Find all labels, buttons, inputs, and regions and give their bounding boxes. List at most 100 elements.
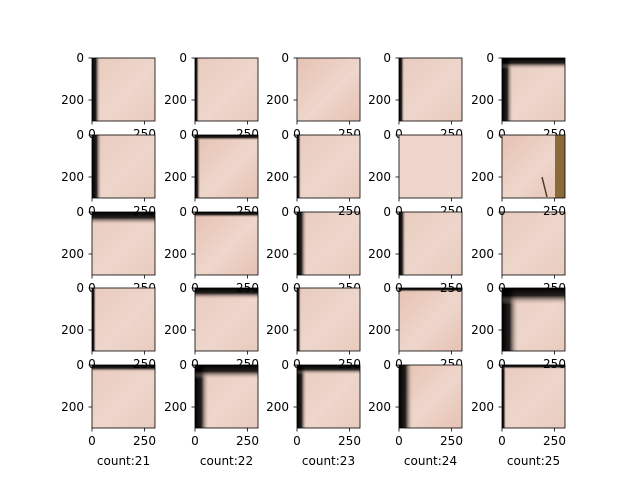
dark-border-left bbox=[297, 288, 360, 351]
y-tick-label: 200 bbox=[368, 400, 391, 414]
y-tick-label: 0 bbox=[486, 128, 494, 142]
tile-frame bbox=[398, 134, 463, 199]
dark-border-top bbox=[399, 288, 462, 351]
image-tile: 0 200 0 250 bbox=[471, 281, 566, 371]
x-tick-label: 0 bbox=[293, 357, 301, 371]
x-tick-label: 0 bbox=[191, 434, 199, 448]
dark-border-top bbox=[502, 288, 565, 351]
x-tick-label: 250 bbox=[338, 434, 361, 448]
dark-border-top bbox=[195, 288, 258, 351]
y-tick-label: 0 bbox=[179, 51, 187, 65]
y-tick-label: 0 bbox=[281, 358, 289, 372]
tiles-layer: 0 200 0 250 0 200 0 250 0 200 0 250 0 200 0 250 0 200 0 250… bbox=[61, 51, 566, 468]
x-tick-label: 0 bbox=[293, 127, 301, 141]
x-tick-label: 0 bbox=[88, 204, 96, 218]
y-tick-label: 200 bbox=[164, 247, 187, 261]
tile-frame bbox=[194, 211, 259, 276]
tile-frame bbox=[91, 211, 156, 276]
x-tick-label: 0 bbox=[395, 127, 403, 141]
y-tick-label: 0 bbox=[76, 281, 84, 295]
image-tile: 0 200 0 250 count:24 bbox=[368, 358, 463, 468]
image-tile: 0 200 0 250 count:23 bbox=[266, 358, 361, 468]
dark-border-left bbox=[399, 212, 462, 275]
y-tick-label: 200 bbox=[368, 170, 391, 184]
y-tick-label: 0 bbox=[76, 51, 84, 65]
tile-frame bbox=[398, 287, 463, 352]
x-tick-label: 250 bbox=[133, 357, 156, 371]
x-tick-label: 250 bbox=[236, 281, 259, 295]
x-tick-label: 250 bbox=[236, 434, 259, 448]
y-tick-label: 200 bbox=[471, 400, 494, 414]
tile-count-label: count:23 bbox=[302, 454, 355, 468]
tile-image bbox=[399, 135, 462, 198]
wooden-stick bbox=[555, 135, 565, 198]
y-tick-label: 0 bbox=[486, 358, 494, 372]
dark-border-left bbox=[195, 58, 258, 121]
tile-frame bbox=[296, 134, 361, 199]
image-tile: 0 200 0 250 bbox=[266, 205, 361, 295]
image-tile: 0 200 0 250 bbox=[368, 281, 463, 371]
x-tick-label: 0 bbox=[498, 204, 506, 218]
y-tick-label: 200 bbox=[266, 170, 289, 184]
dark-border-top bbox=[502, 58, 565, 121]
y-tick-label: 0 bbox=[179, 205, 187, 219]
dark-border-top bbox=[502, 365, 565, 428]
x-tick-label: 250 bbox=[338, 204, 361, 218]
y-tick-label: 200 bbox=[368, 323, 391, 337]
tile-count-label: count:24 bbox=[404, 454, 457, 468]
y-tick-label: 0 bbox=[76, 128, 84, 142]
y-tick-label: 0 bbox=[76, 205, 84, 219]
x-tick-label: 250 bbox=[440, 281, 463, 295]
x-tick-label: 0 bbox=[88, 357, 96, 371]
tile-count-label: count:21 bbox=[97, 454, 150, 468]
y-tick-label: 200 bbox=[471, 323, 494, 337]
y-tick-label: 0 bbox=[486, 281, 494, 295]
x-tick-label: 0 bbox=[395, 281, 403, 295]
y-tick-label: 200 bbox=[164, 323, 187, 337]
y-tick-label: 0 bbox=[486, 205, 494, 219]
tile-frame bbox=[194, 287, 259, 352]
y-tick-label: 0 bbox=[179, 281, 187, 295]
x-tick-label: 0 bbox=[498, 127, 506, 141]
tile-count-label: count:25 bbox=[507, 454, 560, 468]
y-tick-label: 0 bbox=[383, 281, 391, 295]
y-tick-label: 200 bbox=[164, 170, 187, 184]
image-tile: 0 200 0 250 count:21 bbox=[61, 358, 156, 468]
x-tick-label: 250 bbox=[543, 357, 566, 371]
image-tile: 0 200 0 250 bbox=[266, 128, 361, 218]
x-tick-label: 0 bbox=[88, 127, 96, 141]
x-tick-label: 250 bbox=[133, 434, 156, 448]
y-tick-label: 200 bbox=[164, 400, 187, 414]
dark-border-left bbox=[399, 58, 462, 121]
image-tile: 0 200 0 250 count:25 bbox=[471, 358, 566, 468]
tile-frame bbox=[501, 364, 566, 429]
x-tick-label: 0 bbox=[88, 434, 96, 448]
y-tick-label: 200 bbox=[61, 400, 84, 414]
y-tick-label: 200 bbox=[164, 93, 187, 107]
image-tile: 0 200 0 250 count:22 bbox=[164, 358, 259, 468]
x-tick-label: 0 bbox=[293, 204, 301, 218]
y-tick-label: 200 bbox=[266, 400, 289, 414]
tile-frame bbox=[296, 364, 361, 429]
y-tick-label: 0 bbox=[281, 205, 289, 219]
tile-frame bbox=[398, 364, 463, 429]
y-tick-label: 0 bbox=[179, 358, 187, 372]
y-tick-label: 200 bbox=[471, 170, 494, 184]
dark-border-top bbox=[195, 135, 258, 198]
image-tile: 0 200 0 250 bbox=[164, 281, 259, 371]
y-tick-label: 200 bbox=[266, 247, 289, 261]
dark-border-top bbox=[92, 212, 155, 275]
dark-border-top bbox=[195, 212, 258, 275]
y-tick-label: 0 bbox=[383, 51, 391, 65]
tile-frame bbox=[501, 134, 566, 199]
x-tick-label: 250 bbox=[133, 204, 156, 218]
